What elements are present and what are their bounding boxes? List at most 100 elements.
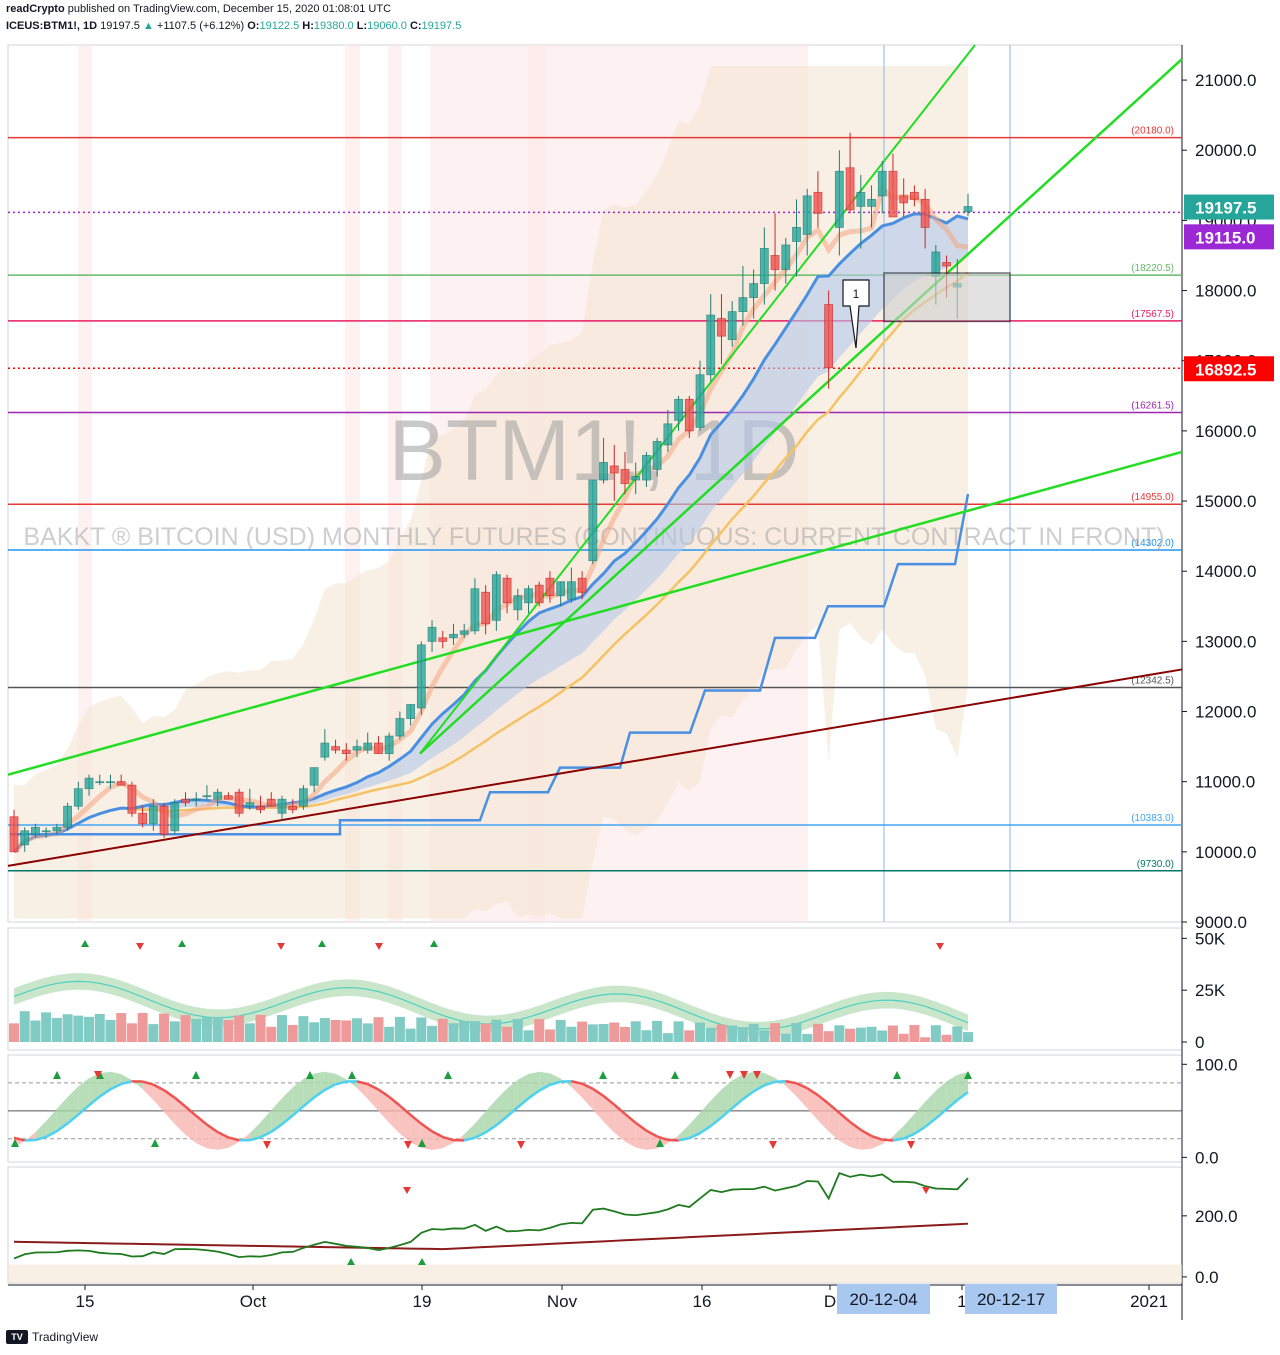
volume-bar bbox=[276, 1015, 287, 1042]
volume-bar bbox=[469, 1021, 480, 1042]
candle bbox=[674, 395, 683, 431]
candle bbox=[245, 788, 255, 810]
indicator-main-line bbox=[13, 1171, 969, 1260]
level-label: (9730.0) bbox=[1137, 859, 1174, 870]
volume-bar bbox=[191, 1018, 202, 1042]
osc-up-marker bbox=[656, 1139, 664, 1147]
y-tick-label: 21000.0 bbox=[1195, 71, 1256, 90]
osc-signal-line bbox=[442, 1135, 454, 1142]
osc-signal-line bbox=[367, 1083, 380, 1091]
volume-bar bbox=[512, 1018, 523, 1042]
candle-body bbox=[888, 170, 898, 218]
y-tick-label: 20000.0 bbox=[1195, 141, 1256, 160]
osc-signal-line bbox=[313, 1088, 326, 1099]
candle bbox=[470, 578, 480, 635]
volume-bar bbox=[619, 1026, 630, 1042]
dark-red-trendline bbox=[7, 668, 1183, 867]
candle-body bbox=[781, 244, 791, 270]
volume-bar bbox=[234, 1015, 245, 1042]
ind-up-marker bbox=[418, 1258, 426, 1265]
candle bbox=[84, 774, 94, 796]
osc-signal-line bbox=[785, 1079, 797, 1085]
candle-body bbox=[106, 781, 115, 784]
osc-signal-line bbox=[302, 1096, 315, 1108]
osc-down-marker bbox=[907, 1141, 915, 1149]
osc-fill bbox=[582, 1083, 593, 1110]
candle bbox=[320, 729, 330, 761]
osc-signal-line bbox=[817, 1094, 830, 1105]
candle bbox=[363, 732, 373, 754]
candle-body bbox=[845, 167, 855, 211]
candle-body bbox=[395, 718, 405, 737]
price-tag bbox=[1184, 356, 1274, 382]
osc-signal-line bbox=[892, 1137, 904, 1142]
volume-bar bbox=[319, 1017, 330, 1042]
candle bbox=[749, 269, 759, 319]
candle bbox=[920, 188, 930, 249]
volume-bar bbox=[834, 1025, 845, 1042]
candle-body bbox=[609, 465, 619, 474]
candle bbox=[609, 444, 619, 502]
osc-fill bbox=[678, 1124, 690, 1141]
candle-body bbox=[288, 805, 298, 811]
symbol-label[interactable]: ICEUS:BTM1!, 1D bbox=[6, 20, 98, 32]
volume-bar bbox=[920, 1037, 931, 1042]
volume-bar bbox=[748, 1023, 759, 1042]
osc-fill bbox=[603, 1096, 615, 1133]
volume-bar bbox=[19, 1011, 30, 1042]
osc-fill bbox=[592, 1088, 604, 1122]
volume-ma-line bbox=[13, 980, 969, 1030]
published-text: published on TradingView.com, December 1… bbox=[67, 3, 392, 15]
candle bbox=[856, 174, 866, 249]
price-tag-label: 19115.0 bbox=[1195, 228, 1256, 247]
volume-bar bbox=[180, 1015, 191, 1042]
osc-signal-line bbox=[420, 1122, 433, 1133]
highlight-band bbox=[78, 45, 92, 922]
osc-signal-line bbox=[377, 1088, 390, 1098]
volume-bar bbox=[105, 1019, 116, 1042]
candle bbox=[116, 774, 126, 786]
candle bbox=[652, 437, 662, 477]
last-price: 19197.5 bbox=[100, 20, 140, 32]
osc-signal-line bbox=[688, 1132, 701, 1140]
level-label: (10383.0) bbox=[1131, 813, 1174, 824]
osc-fill bbox=[153, 1084, 165, 1113]
volume-bar bbox=[759, 1030, 770, 1042]
y-tick-label: 15000.0 bbox=[1195, 492, 1256, 511]
ind-tick-label: 200.0 bbox=[1195, 1207, 1238, 1226]
candle-body bbox=[234, 791, 244, 814]
candle-body bbox=[577, 577, 587, 593]
candle-body bbox=[792, 227, 801, 242]
volume-bar bbox=[523, 1030, 534, 1042]
volume-bar bbox=[630, 1021, 641, 1042]
osc-fill bbox=[271, 1098, 282, 1132]
candle-body bbox=[170, 802, 180, 832]
osc-fill bbox=[56, 1096, 68, 1132]
volume-bar bbox=[770, 1023, 781, 1042]
candle bbox=[802, 188, 812, 256]
candle bbox=[213, 788, 223, 807]
candle-body bbox=[513, 595, 523, 611]
osc-fill bbox=[357, 1081, 368, 1099]
volume-bar bbox=[287, 1024, 298, 1042]
candle-body bbox=[759, 248, 769, 284]
osc-fill bbox=[474, 1111, 486, 1138]
osc-fill bbox=[464, 1123, 475, 1141]
candle-body bbox=[277, 798, 287, 814]
osc-up-marker bbox=[306, 1071, 314, 1079]
volume-bar bbox=[384, 1026, 395, 1042]
osc-signal-line bbox=[935, 1108, 948, 1120]
candle bbox=[95, 774, 105, 786]
osc-down-marker bbox=[753, 1071, 761, 1079]
candle-body bbox=[309, 767, 319, 786]
candle bbox=[288, 799, 298, 814]
candle bbox=[824, 290, 834, 389]
candle-body bbox=[920, 198, 930, 228]
osc-signal-line bbox=[882, 1138, 894, 1142]
candle-body bbox=[534, 584, 544, 604]
candle-body bbox=[127, 784, 137, 814]
osc-fill bbox=[785, 1081, 797, 1097]
osc-signal-line bbox=[538, 1083, 551, 1092]
